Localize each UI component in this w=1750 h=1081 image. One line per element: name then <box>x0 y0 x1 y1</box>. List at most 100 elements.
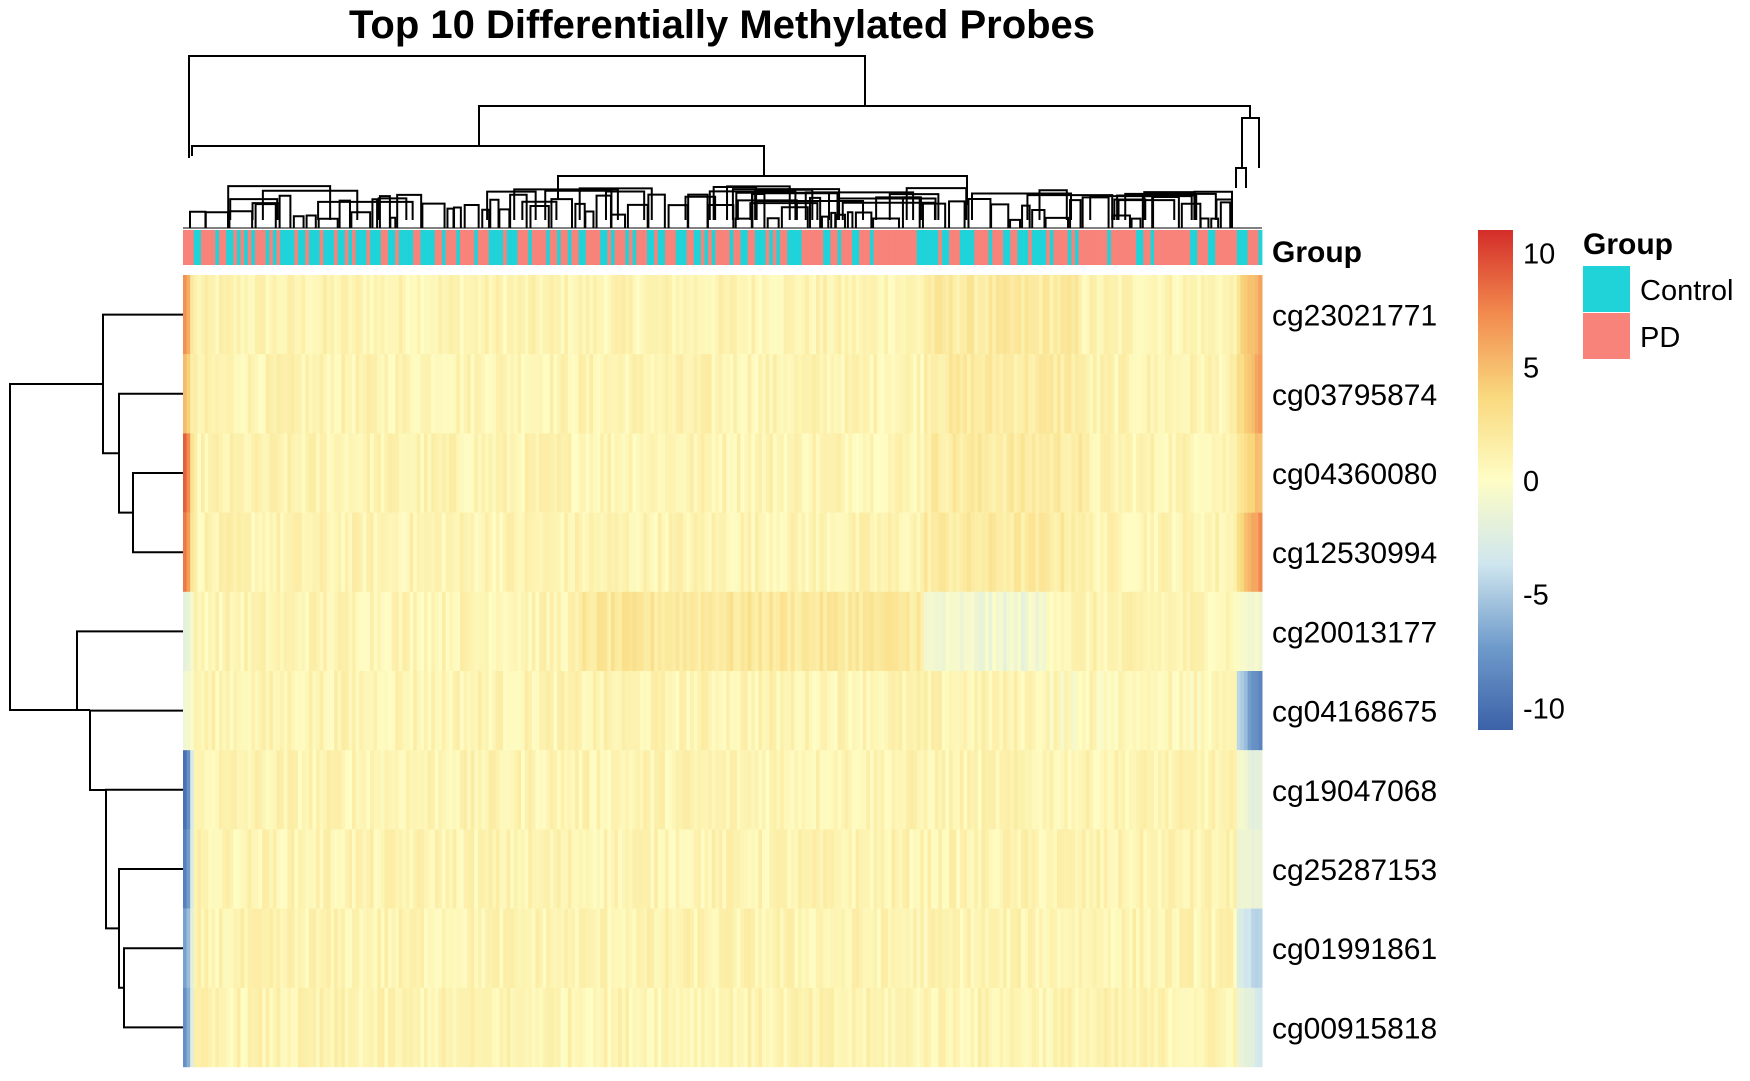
heatmap-cell <box>513 829 518 909</box>
heatmap-cell <box>1042 512 1047 592</box>
heatmap-cell <box>269 275 274 355</box>
annotation-cell <box>398 230 403 265</box>
heatmap-cell <box>722 908 727 988</box>
heatmap-cell <box>269 433 274 513</box>
heatmap-cell <box>920 829 925 909</box>
heatmap-cell <box>668 433 673 513</box>
heatmap-cell <box>499 512 504 592</box>
heatmap-cell <box>323 750 328 830</box>
heatmap-cell <box>1103 908 1108 988</box>
heatmap-cell <box>772 987 777 1068</box>
heatmap-cell <box>215 671 220 751</box>
heatmap-cell <box>769 908 774 988</box>
heatmap-cell <box>1211 512 1216 592</box>
heatmap-cell <box>485 433 490 513</box>
heatmap-cell <box>884 433 889 513</box>
heatmap-cell <box>596 512 601 592</box>
annotation-cell <box>682 230 687 265</box>
annotation-cell <box>1161 230 1166 265</box>
heatmap-cell <box>208 908 213 988</box>
heatmap-cell <box>1071 671 1076 751</box>
heatmap-cell <box>1017 354 1022 434</box>
heatmap-cell <box>769 354 774 434</box>
heatmap-cell <box>362 354 367 434</box>
heatmap-cell <box>999 829 1004 909</box>
heatmap-cell <box>603 591 608 672</box>
heatmap-cell <box>614 275 619 355</box>
heatmap-cell <box>549 750 554 830</box>
annotation-cell <box>740 230 745 265</box>
heatmap-cell <box>474 512 479 592</box>
heatmap-cell <box>585 908 590 988</box>
heatmap-cell <box>1204 987 1209 1068</box>
heatmap-cell <box>614 433 619 513</box>
annotation-cell <box>233 230 238 265</box>
heatmap-cell <box>1100 671 1105 751</box>
heatmap-cell <box>600 908 605 988</box>
heatmap-cell <box>301 908 306 988</box>
heatmap-cell <box>197 908 202 988</box>
heatmap-cell <box>1236 987 1241 1068</box>
heatmap-cell <box>1110 908 1116 988</box>
heatmap-cell <box>575 275 580 355</box>
heatmap-cell <box>1035 275 1040 355</box>
heatmap-cell <box>208 354 213 434</box>
heatmap-cell <box>1200 829 1205 909</box>
heatmap-cell <box>643 829 648 909</box>
heatmap-cell <box>1182 987 1187 1068</box>
heatmap-cell <box>859 987 864 1068</box>
heatmap-cell <box>531 987 536 1068</box>
heatmap-cell <box>844 433 849 513</box>
heatmap-cell <box>1006 908 1011 988</box>
heatmap-cell <box>1233 512 1238 592</box>
heatmap-cell <box>794 908 799 988</box>
heatmap-cell <box>816 987 821 1068</box>
heatmap-cell <box>341 433 346 513</box>
heatmap-cell <box>855 275 860 355</box>
heatmap-cell <box>819 591 824 672</box>
heatmap-cell <box>607 591 612 672</box>
heatmap-cell <box>355 987 360 1068</box>
dendrogram-branch <box>846 211 854 228</box>
annotation-cell <box>1240 230 1245 265</box>
heatmap-cell <box>790 671 795 751</box>
heatmap-cell <box>459 829 465 909</box>
heatmap-cell <box>941 354 946 434</box>
annotation-cell <box>931 230 936 265</box>
heatmap-cell <box>305 671 310 751</box>
heatmap-cell <box>959 512 964 592</box>
heatmap-cell <box>632 829 637 909</box>
heatmap-cell <box>794 987 799 1068</box>
heatmap-cell <box>1017 908 1022 988</box>
heatmap-cell <box>729 829 734 909</box>
annotation-cell <box>765 230 770 265</box>
heatmap-cell <box>1092 512 1098 592</box>
heatmap-cell <box>503 671 508 751</box>
heatmap-cell <box>456 433 461 513</box>
heatmap-cell <box>1031 512 1036 592</box>
annotation-cell <box>715 230 720 265</box>
annotation-cell <box>262 230 267 265</box>
heatmap-cell <box>887 987 893 1068</box>
heatmap-cell <box>485 908 490 988</box>
heatmap-cell <box>535 750 540 830</box>
heatmap-cell <box>409 829 414 909</box>
heatmap-cell <box>1139 354 1144 434</box>
heatmap-cell <box>197 671 202 751</box>
heatmap-cell <box>1024 275 1029 355</box>
heatmap-cell <box>783 829 788 909</box>
heatmap-cell <box>183 275 188 355</box>
annotation-cell <box>582 230 587 265</box>
heatmap-cell <box>420 829 425 909</box>
annotation-cell <box>290 230 295 265</box>
heatmap-cell <box>1053 275 1058 355</box>
heatmap-cell <box>1164 433 1169 513</box>
heatmap-cell <box>765 354 770 434</box>
heatmap-cell <box>398 829 403 909</box>
heatmap-cell <box>589 829 594 909</box>
heatmap-cell <box>880 671 885 751</box>
annotation-cell <box>1021 230 1026 265</box>
heatmap-cell <box>585 750 590 830</box>
heatmap-cell <box>841 275 846 355</box>
